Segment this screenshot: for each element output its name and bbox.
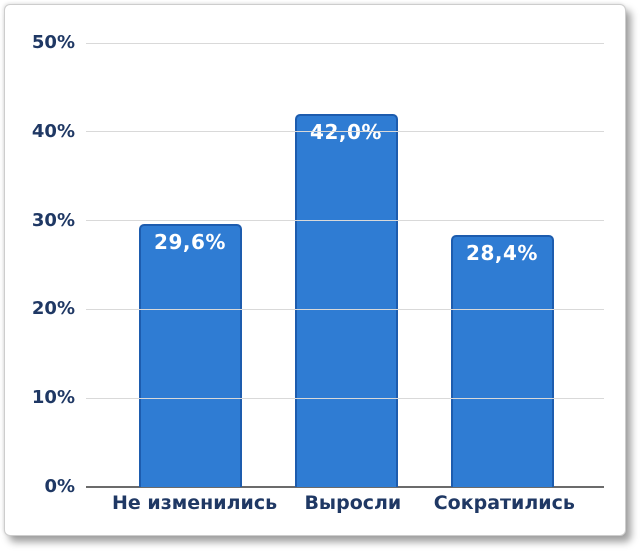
plot-area: 29,6% 42,0% 28,4% 0% 10% 20% 30% 40% 50%	[32, 32, 604, 497]
bar-slot: 42,0%	[268, 43, 424, 487]
y-tick-label: 0%	[44, 476, 75, 497]
y-tick-label: 50%	[31, 32, 75, 53]
y-tick-label: 10%	[31, 387, 75, 409]
bar: 42,0%	[294, 114, 398, 487]
bar: 29,6%	[138, 224, 242, 487]
gridline	[86, 308, 604, 310]
bar-slot: 28,4%	[424, 43, 580, 487]
y-tick-label: 30%	[31, 209, 75, 231]
x-category-label: Сократились	[433, 492, 575, 514]
y-tick-label: 20%	[31, 298, 75, 320]
bar-value-label: 29,6%	[154, 230, 226, 255]
bar-value-label: 42,0%	[310, 120, 382, 145]
gridline	[86, 42, 604, 44]
gridline	[86, 220, 604, 222]
chart-card: 29,6% 42,0% 28,4% 0% 10% 20% 30% 40% 50% Не изм…	[4, 4, 626, 536]
x-axis-labels: Не изменились Выросли Сократились	[112, 492, 580, 514]
x-category-label: Не изменились	[112, 492, 278, 514]
bar-slot: 29,6%	[112, 43, 268, 487]
gridline	[86, 397, 604, 399]
bar-value-label: 28,4%	[466, 240, 538, 265]
x-axis-line	[86, 486, 604, 488]
gridline	[86, 131, 604, 133]
bar: 28,4%	[450, 234, 554, 487]
bars-container: 29,6% 42,0% 28,4%	[112, 43, 580, 487]
x-category-label: Выросли	[304, 492, 402, 514]
y-tick-label: 40%	[31, 120, 75, 142]
